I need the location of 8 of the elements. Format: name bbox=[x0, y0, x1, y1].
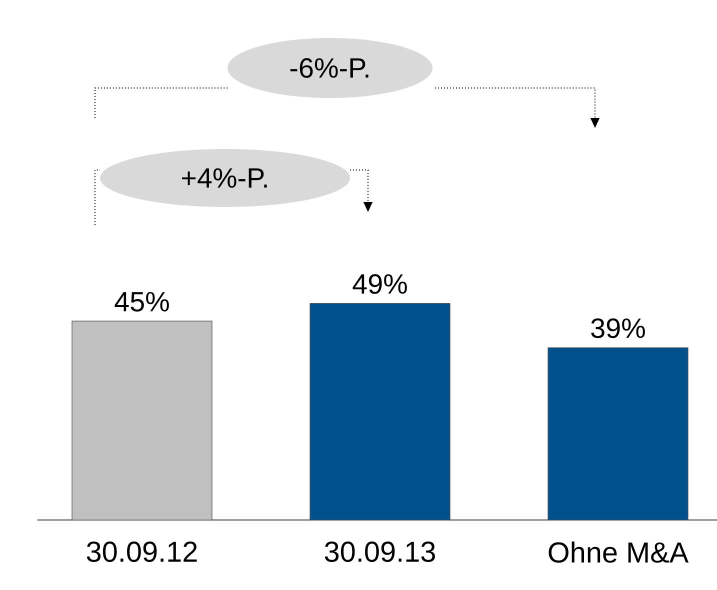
x-tick-label: Ohne M&A bbox=[548, 542, 689, 563]
data-label: 39% bbox=[591, 318, 645, 338]
data-label: 49% bbox=[352, 274, 407, 294]
text: -6%-P. bbox=[290, 58, 368, 78]
x-tick-label: 30.09.13 bbox=[324, 542, 435, 562]
text: +4%-P. bbox=[182, 168, 267, 188]
data-label: 45% bbox=[114, 292, 169, 312]
x-tick-label: 30.09.12 bbox=[86, 542, 197, 562]
